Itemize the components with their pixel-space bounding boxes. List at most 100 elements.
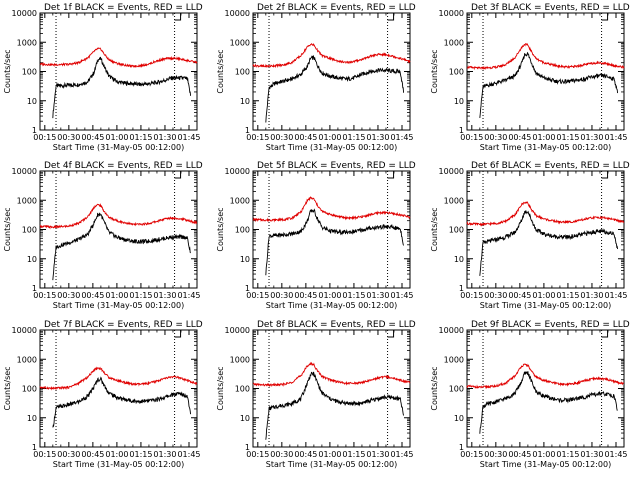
y-tick-label: 10000 [439,9,464,18]
y-tick-label: 100 [22,385,37,394]
x-tick-label: 01:30 [580,291,603,300]
x-tick-label: 01:00 [532,291,555,300]
x-tick-label: 01:45 [604,133,627,142]
x-axis-label: Start Time (31-May-05 00:12:00) [480,460,611,469]
series-line-lld [466,200,625,227]
y-tick-label: 1 [459,126,464,135]
panel-title: Det 5f BLACK = Events, RED = LLD [257,161,416,171]
x-tick-label: 00:30 [57,450,80,459]
y-tick-label: 10 [27,414,37,423]
y-axis-label: Counts/sec [216,49,225,93]
series-line-events [52,56,192,119]
x-axis-label: Start Time (31-May-05 00:12:00) [53,301,184,310]
x-tick-label: 00:15 [246,133,269,142]
x-tick-label: 01:15 [129,133,152,142]
plot-frame [39,170,198,289]
panel-title: Det 4f BLACK = Events, RED = LLD [44,161,203,171]
marker-bracket [174,171,182,179]
series-line-lld [252,43,411,69]
series-line-lld [39,47,198,68]
series-line-lld [39,203,198,230]
x-tick-label: 00:45 [294,291,317,300]
x-tick-label: 01:30 [366,291,389,300]
x-axis-label: Start Time (31-May-05 00:12:00) [480,301,611,310]
marker-bracket [387,171,395,179]
chart-panel-7: Det 7f BLACK = Events, RED = LLD 1 10 100 10… [3,320,203,469]
x-tick-label: 01:15 [556,133,579,142]
x-tick-label: 01:15 [556,291,579,300]
series-line-events [479,51,619,119]
series-line-events [479,210,619,276]
y-tick-label: 1 [245,443,250,452]
series-line-events [52,376,192,428]
y-axis-label: Counts/sec [216,207,225,251]
x-tick-label: 00:45 [508,133,531,142]
x-tick-label: 01:30 [580,450,603,459]
y-axis-label: Counts/sec [430,366,439,410]
y-tick-label: 1 [245,284,250,293]
y-tick-label: 10000 [225,9,250,18]
y-tick-label: 10 [454,97,464,106]
y-tick-label: 1 [459,443,464,452]
x-tick-label: 01:45 [177,450,200,459]
y-tick-label: 10 [240,414,250,423]
x-tick-label: 01:45 [390,291,413,300]
y-tick-label: 1 [32,284,37,293]
x-tick-label: 00:30 [270,133,293,142]
y-tick-label: 100 [22,226,37,235]
plot-frame [466,12,625,131]
x-tick-label: 01:30 [580,133,603,142]
x-tick-label: 00:30 [57,291,80,300]
y-tick-label: 10000 [439,167,464,176]
series-line-events [265,208,405,276]
x-tick-label: 00:30 [270,450,293,459]
y-tick-label: 10000 [12,167,37,176]
x-tick-label: 01:15 [129,291,152,300]
x-tick-label: 00:45 [294,450,317,459]
panel-title: Det 3f BLACK = Events, RED = LLD [471,3,630,13]
x-tick-label: 01:00 [105,450,128,459]
chart-panel-8: Det 8f BLACK = Events, RED = LLD 1 10 100 10… [216,320,416,469]
x-tick-label: 00:30 [484,450,507,459]
y-axis-label: Counts/sec [430,207,439,251]
y-tick-label: 1000 [17,38,37,47]
plot-frame [466,170,625,289]
x-axis-label: Start Time (31-May-05 00:12:00) [266,301,397,310]
marker-bracket [601,330,609,338]
x-tick-label: 00:45 [294,133,317,142]
chart-panel-9: Det 9f BLACK = Events, RED = LLD 1 10 100 10… [430,320,630,469]
x-tick-label: 01:30 [153,133,176,142]
x-axis-label: Start Time (31-May-05 00:12:00) [53,460,184,469]
x-tick-label: 01:00 [318,133,341,142]
x-tick-label: 01:15 [342,450,365,459]
series-line-lld [252,196,411,223]
x-tick-label: 01:45 [390,133,413,142]
x-tick-label: 01:30 [153,450,176,459]
y-tick-label: 10000 [12,9,37,18]
y-axis-label: Counts/sec [3,49,12,93]
series-line-lld [39,366,198,391]
y-tick-label: 10 [454,255,464,264]
chart-panel-6: Det 6f BLACK = Events, RED = LLD 1 10 100 10… [430,161,630,310]
x-tick-label: 01:45 [177,133,200,142]
x-tick-label: 01:00 [532,133,555,142]
x-tick-label: 00:15 [460,291,483,300]
x-tick-label: 00:15 [460,450,483,459]
y-tick-label: 10000 [439,326,464,335]
x-tick-label: 00:45 [81,291,104,300]
x-tick-label: 01:15 [342,291,365,300]
x-tick-label: 00:45 [81,133,104,142]
chart-panel-5: Det 5f BLACK = Events, RED = LLD 1 10 100 10… [216,161,416,310]
marker-bracket [387,330,395,338]
x-axis-label: Start Time (31-May-05 00:12:00) [53,143,184,152]
x-axis-label: Start Time (31-May-05 00:12:00) [266,143,397,152]
marker-bracket [174,13,182,21]
plot-frame [466,329,625,448]
panel-title: Det 8f BLACK = Events, RED = LLD [257,320,416,330]
series-line-lld [466,363,625,390]
x-tick-label: 00:30 [484,133,507,142]
x-tick-label: 01:45 [390,450,413,459]
y-tick-label: 10 [454,414,464,423]
y-axis-label: Counts/sec [3,366,12,410]
y-tick-label: 100 [235,385,250,394]
